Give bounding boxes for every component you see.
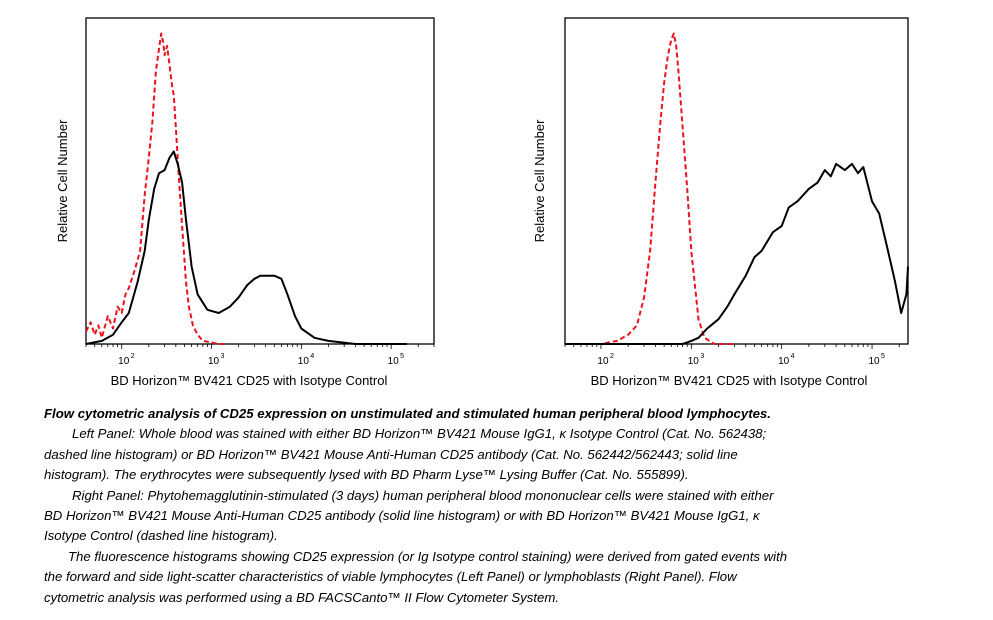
minor-ticks [85, 344, 435, 349]
x-tick-label: 10 [118, 356, 130, 367]
minor-ticks [564, 344, 900, 349]
caption-title: Flow cytometric analysis of CD25 express… [44, 406, 771, 421]
plot-frame [85, 17, 435, 345]
x-tick-label: 10 [388, 356, 400, 367]
figure-caption: Flow cytometric analysis of CD25 express… [44, 404, 944, 608]
plot-frame [564, 17, 909, 345]
y-axis-label: Relative Cell Number [55, 119, 70, 242]
x-tick-label: 10 [778, 356, 790, 367]
caption-methods-line: the forward and side light-scatter chara… [44, 569, 737, 585]
x-tick-exponent: 5 [400, 353, 404, 360]
caption-right-panel-line: Isotype Control (dashed line histogram). [44, 528, 278, 544]
cd25-solid-line [565, 162, 909, 345]
caption-methods-line: The fluorescence histograms showing CD25… [68, 548, 788, 564]
x-tick-label: 10 [298, 356, 310, 367]
x-tick-exponent: 2 [610, 353, 614, 360]
y-axis-label: Relative Cell Number [532, 119, 547, 242]
x-tick-label: 10 [597, 356, 609, 367]
caption-left-panel-line: Left Panel: Whole blood was stained with… [72, 426, 767, 442]
x-tick-exponent: 5 [881, 353, 885, 360]
x-tick-exponent: 4 [310, 353, 314, 360]
caption-right-panel-line: BD Horizon™ BV421 Mouse Anti-Human CD25 … [44, 508, 760, 524]
isotype-control-dashed-line [565, 32, 735, 345]
caption-methods-line: cytometric analysis was performed using … [44, 589, 559, 605]
x-tick-label: 10 [868, 356, 880, 367]
x-tick-exponent: 3 [700, 353, 704, 360]
x-axis-label: BD Horizon™ BV421 CD25 with Isotype Cont… [591, 373, 868, 388]
isotype-control-dashed-line [85, 32, 228, 345]
x-tick-exponent: 4 [791, 353, 795, 360]
caption-right-panel-line: Right Panel: Phytohemagglutinin-stimulat… [72, 487, 774, 503]
x-axis-label: BD Horizon™ BV421 CD25 with Isotype Cont… [111, 373, 388, 388]
cd25-solid-line [85, 150, 407, 345]
x-tick-label: 10 [208, 356, 220, 367]
x-tick-exponent: 2 [131, 353, 135, 360]
caption-left-panel-line: histogram). The erythrocytes were subseq… [44, 467, 689, 483]
caption-left-panel-line: dashed line histogram) or BD Horizon™ BV… [44, 446, 738, 462]
x-tick-label: 10 [688, 356, 700, 367]
x-tick-exponent: 3 [221, 353, 225, 360]
